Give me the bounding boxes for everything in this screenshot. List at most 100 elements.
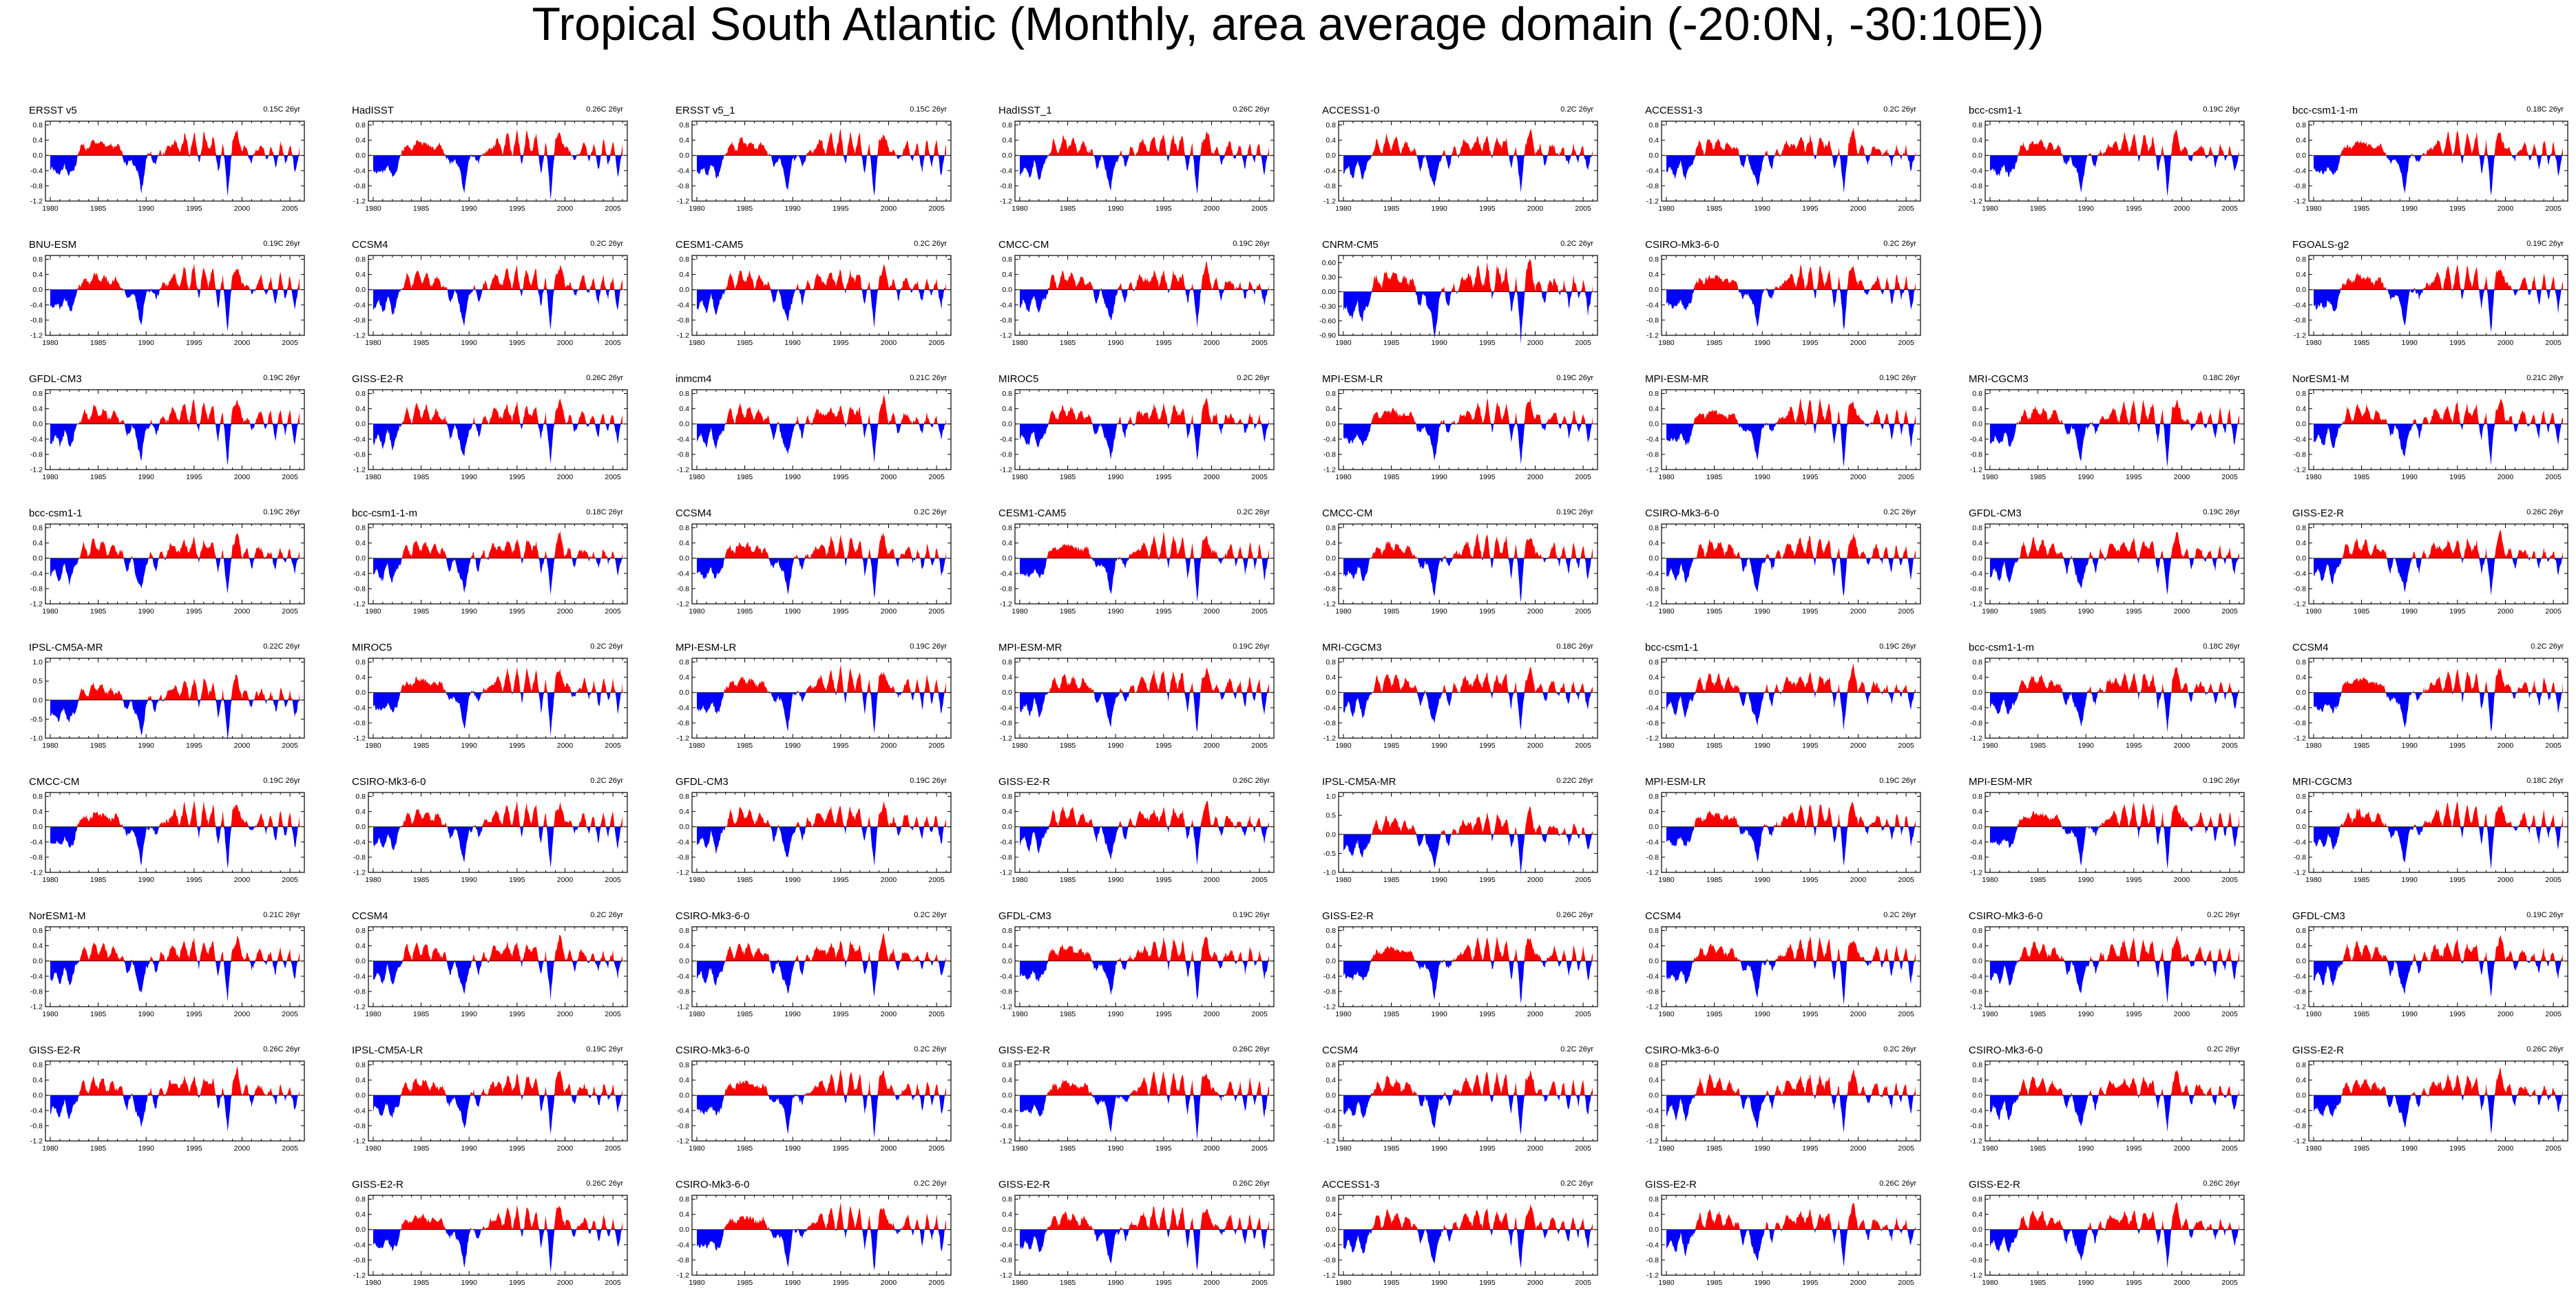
x-tick-label: 1980	[365, 876, 381, 884]
positive-anomaly-area	[1343, 936, 1593, 961]
y-tick-label: -0.8	[30, 316, 43, 324]
x-tick-label: 1985	[1060, 742, 1076, 750]
panel-title: CMCC-CM	[998, 239, 1049, 251]
x-tick-label: 1985	[1706, 1010, 1723, 1018]
y-tick-label: 0.0	[1002, 151, 1012, 160]
x-tick-label: 1990	[1108, 742, 1124, 750]
y-tick-label: 0.8	[355, 390, 366, 398]
panel-trend: 0.18C 26yr	[1556, 642, 1593, 651]
panel-title: BNU-ESM	[29, 239, 76, 251]
y-tick-label: -1.2	[353, 198, 366, 206]
x-tick-label: 1985	[2030, 204, 2046, 213]
x-tick-label: 1980	[1982, 742, 1998, 750]
x-tick-label: 1985	[90, 1144, 107, 1153]
x-tick-label: 2005	[2221, 204, 2238, 213]
plot-frame	[2308, 255, 2568, 336]
y-tick-label: 0.0	[1002, 286, 1012, 294]
chart-panel: FGOALS-g2 0.19C 26yr -1.2 -0.8 -0.4 0.0 0.4 0.8…	[2292, 238, 2568, 349]
x-tick-label: 1990	[2402, 473, 2418, 481]
x-tick-label: 2005	[928, 473, 945, 481]
y-tick-label: -1.2	[2294, 1003, 2306, 1011]
chart-panel: BNU-ESM 0.19C 26yr -1.2 -0.8 -0.4 0.0 0.4 0.8 19…	[29, 238, 305, 349]
x-tick-label: 2005	[605, 204, 621, 213]
plot-frame	[1985, 926, 2245, 1007]
x-tick-label: 2005	[1898, 607, 1914, 616]
panel-svg: CCSM4 0.2C 26yr -1.2 -0.8 -0.4 0.0 0.4 0.8 1980 1…	[1645, 910, 1921, 1018]
panel-title: CNRM-CM5	[1322, 239, 1379, 251]
y-tick-label: -0.4	[1646, 972, 1659, 980]
x-tick-label: 1985	[2030, 742, 2046, 750]
x-tick-label: 2000	[557, 339, 574, 347]
panel-trend: 0.2C 26yr	[1883, 911, 1916, 919]
y-tick-label: -1.2	[1970, 466, 1982, 474]
y-tick-label: -0.4	[1000, 167, 1012, 175]
panel-trend: 0.18C 26yr	[586, 508, 623, 516]
y-tick-label: 0.4	[1648, 271, 1659, 279]
y-tick-label: 0.4	[1648, 539, 1659, 547]
y-tick-label: -1.2	[2294, 332, 2306, 340]
x-tick-label: 1980	[1335, 473, 1352, 481]
panel-svg: ACCESS1-0 0.2C 26yr -1.2 -0.8 -0.4 0.0 0.4 0.8 1…	[1322, 105, 1598, 213]
y-tick-label: -0.8	[677, 585, 689, 593]
y-tick-label: 0.0	[1326, 151, 1336, 160]
panel-svg: NorESM1-M 0.21C 26yr -1.2 -0.8 -0.4 0.0 0.4 0.8…	[2292, 373, 2568, 481]
x-tick-label: 2000	[234, 607, 251, 616]
x-tick-label: 1995	[1155, 473, 1172, 481]
x-tick-label: 1990	[2078, 473, 2095, 481]
panel-trend: 0.18C 26yr	[2203, 374, 2240, 382]
x-tick-label: 2005	[282, 1010, 298, 1018]
chart-panel: GFDL-CM3 0.19C 26yr -1.2 -0.8 -0.4 0.0 0.4 0.8 1…	[29, 372, 305, 483]
y-tick-label: 0.8	[679, 658, 689, 667]
y-tick-label: -0.4	[2294, 167, 2306, 175]
negative-anomaly-area	[1019, 961, 1270, 1000]
y-tick-label: 0.4	[1972, 808, 1982, 816]
y-tick-label: -0.4	[1646, 569, 1659, 578]
x-tick-label: 1985	[737, 876, 753, 884]
positive-anomaly-area	[1989, 935, 2240, 961]
x-tick-label: 2005	[1575, 742, 1591, 750]
panel-title: GISS-E2-R	[998, 776, 1050, 788]
x-tick-label: 2000	[881, 742, 897, 750]
negative-anomaly-area	[50, 558, 300, 594]
x-tick-label: 1985	[2030, 876, 2046, 884]
plot-frame	[1661, 523, 1921, 605]
x-tick-label: 2000	[557, 1144, 574, 1153]
x-tick-label: 2000	[1204, 742, 1220, 750]
panel-svg: MRI-CGCM3 0.18C 26yr -1.2 -0.8 -0.4 0.0 0.4 0.8…	[1969, 373, 2245, 481]
plot-frame	[691, 926, 952, 1007]
negative-anomaly-area	[1343, 291, 1593, 344]
positive-anomaly-area	[1019, 936, 1270, 961]
y-tick-label: -0.4	[1970, 435, 1982, 443]
panel-svg: ACCESS1-3 0.2C 26yr -1.2 -0.8 -0.4 0.0 0.4 0.8 1…	[1645, 105, 1921, 213]
x-tick-label: 2005	[928, 876, 945, 884]
y-tick-label: 0.8	[1972, 121, 1982, 129]
y-tick-label: 0.8	[32, 255, 43, 264]
y-tick-label: -0.4	[1323, 435, 1336, 443]
y-tick-label: -0.8	[1970, 585, 1982, 593]
negative-anomaly-area	[50, 155, 300, 197]
panel-title: inmcm4	[676, 373, 712, 385]
y-tick-label: -0.8	[30, 450, 43, 459]
positive-anomaly-area	[1666, 533, 1916, 558]
positive-anomaly-area	[373, 530, 623, 558]
negative-anomaly-area	[1019, 1095, 1270, 1140]
y-tick-label: 0.4	[1326, 539, 1336, 547]
y-tick-label: 0.0	[1972, 957, 1982, 965]
panel-title: bcc-csm1-1-m	[352, 507, 417, 519]
panel-svg: ERSST v5_1 0.15C 26yr -1.2 -0.8 -0.4 0.0 0.4 0.…	[676, 105, 952, 213]
x-tick-label: 1980	[2305, 204, 2322, 213]
y-tick-label: -0.60	[1319, 317, 1336, 325]
x-tick-label: 2000	[1850, 339, 1867, 347]
y-tick-label: 0.0	[679, 554, 689, 563]
y-tick-label: -1.2	[1000, 1003, 1012, 1011]
panel-title: MPI-ESM-LR	[1645, 776, 1706, 788]
x-tick-label: 1990	[2078, 1010, 2095, 1018]
x-tick-label: 2005	[1575, 339, 1591, 347]
chart-panel: MIROC5 0.2C 26yr -1.2 -0.8 -0.4 0.0 0.4 0.8 1980…	[998, 372, 1275, 483]
x-tick-label: 1980	[1658, 204, 1675, 213]
panel-svg: bcc-csm1-1-m 0.18C 26yr -1.2 -0.8 -0.4 0.0 0.4…	[352, 507, 628, 616]
x-tick-label: 1990	[461, 742, 478, 750]
x-tick-label: 1980	[1335, 339, 1352, 347]
chart-panel: MPI-ESM-MR 0.19C 26yr -1.2 -0.8 -0.4 0.0 0.4 0.…	[1969, 775, 2245, 886]
y-tick-label: 0.8	[32, 524, 43, 532]
